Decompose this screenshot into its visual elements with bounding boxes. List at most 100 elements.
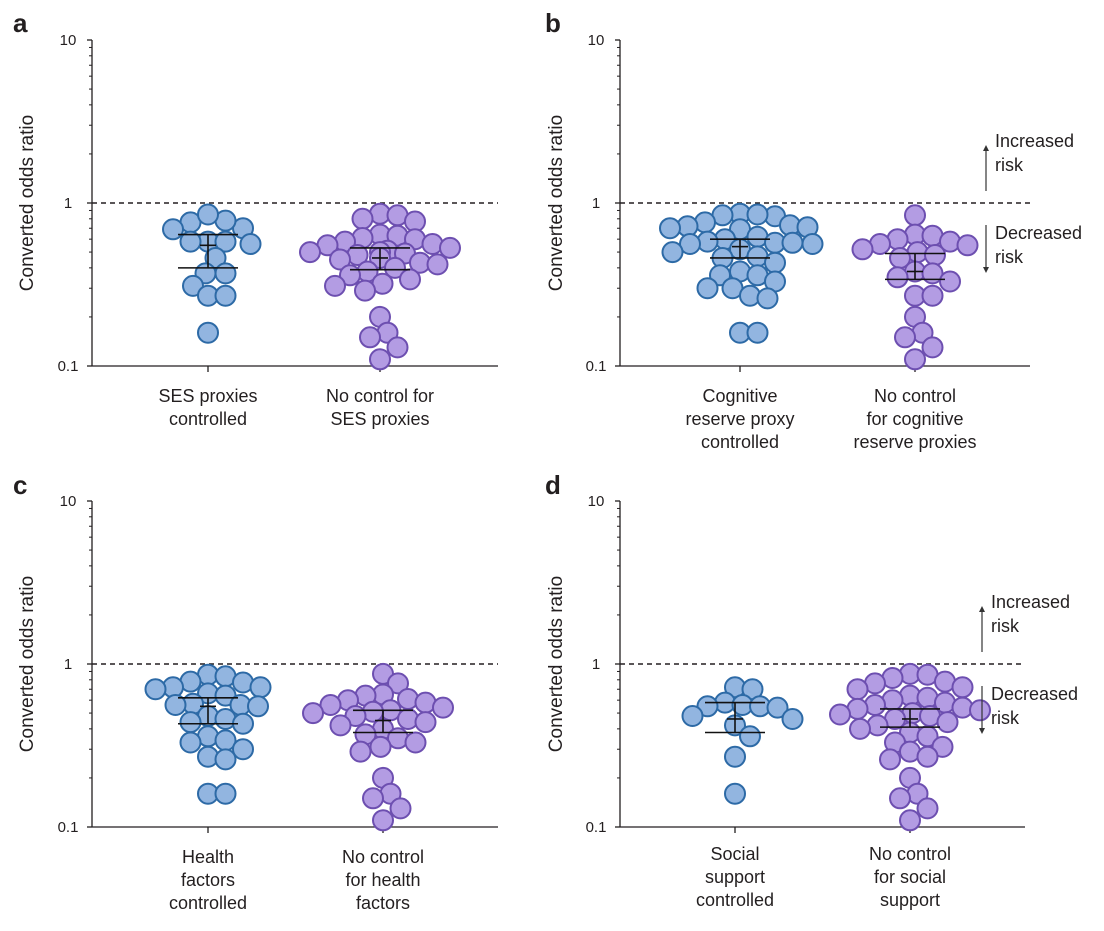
increased-arrow-head	[983, 145, 989, 151]
data-point	[924, 244, 946, 266]
data-point	[302, 702, 324, 725]
data-point	[866, 714, 889, 737]
data-point	[904, 204, 926, 227]
panel-a: a 10 1 0.1 Converted odds ratio SES proxies co…	[13, 8, 498, 429]
y-tick-label: 0.1	[58, 358, 79, 375]
data-point	[439, 236, 461, 259]
data-point	[916, 797, 939, 820]
category-label: Social	[710, 844, 759, 864]
category-label: reserve proxies	[853, 432, 976, 452]
decreased-risk-label: Decreased	[991, 684, 1078, 704]
data-point	[889, 787, 911, 810]
category-label: controlled	[169, 409, 247, 429]
data-point	[359, 326, 381, 349]
category-label: for social	[874, 867, 946, 887]
category-label: reserve proxy	[685, 409, 794, 429]
data-point	[214, 748, 237, 771]
data-point	[846, 678, 869, 701]
data-point	[801, 233, 824, 255]
y-axis-label: Converted odds ratio	[546, 576, 567, 752]
data-point	[369, 735, 392, 758]
data-point	[389, 797, 412, 820]
panel-letter: d	[545, 470, 561, 500]
data-point	[724, 782, 746, 805]
data-point	[829, 703, 851, 726]
panel-letter: c	[13, 470, 27, 500]
data-point	[899, 809, 921, 832]
data-point	[781, 708, 804, 730]
data-point	[214, 262, 237, 285]
data-point	[931, 735, 954, 758]
data-point	[724, 745, 746, 768]
data-point	[319, 694, 342, 716]
data-point	[886, 266, 909, 289]
data-point	[879, 748, 901, 771]
y-tick-label: 1	[592, 195, 600, 212]
data-point	[162, 218, 184, 241]
data-point	[766, 696, 789, 719]
panel-d: d 10 1 0.1 Converted odds ratio Social support…	[545, 470, 1078, 910]
data-point	[397, 688, 419, 710]
data-point	[679, 233, 701, 255]
data-point	[239, 233, 262, 255]
data-point	[386, 336, 409, 359]
data-point	[179, 731, 202, 754]
increased-risk-label: Increased	[991, 592, 1070, 612]
data-point	[329, 714, 352, 737]
y-tick-label: 1	[64, 195, 72, 212]
panel-b: b 10 1 0.1 Converted odds ratio Cognitive rese…	[545, 8, 1082, 452]
data-point	[362, 787, 384, 810]
category-label: controlled	[696, 890, 774, 910]
y-tick-label: 10	[588, 493, 605, 510]
data-point	[851, 238, 874, 261]
data-point	[894, 326, 916, 349]
panel-letter: a	[13, 8, 28, 38]
y-tick-label: 0.1	[58, 819, 79, 836]
data-point	[904, 348, 926, 371]
y-axis-label: Converted odds ratio	[17, 576, 38, 752]
data-point	[387, 672, 409, 695]
category-label: Health	[182, 847, 234, 867]
data-point	[921, 262, 944, 285]
category-label: Cognitive	[702, 386, 777, 406]
data-point	[384, 256, 406, 279]
data-point	[179, 230, 202, 253]
data-point	[354, 279, 376, 302]
data-point	[916, 745, 939, 768]
data-point	[426, 253, 449, 276]
y-tick-label: 1	[592, 656, 600, 673]
category-label: No control	[869, 844, 951, 864]
panel-letter: b	[545, 8, 561, 38]
panel-c: c 10 1 0.1 Converted odds ratio Health factors…	[13, 470, 498, 913]
data-point	[756, 287, 779, 310]
y-tick-label: 0.1	[586, 358, 607, 375]
data-point	[214, 284, 237, 307]
increased-arrow-head	[979, 606, 985, 612]
data-point	[197, 321, 219, 344]
category-label: No control	[874, 386, 956, 406]
increased-risk-label: Increased	[995, 131, 1074, 151]
data-point	[214, 230, 237, 253]
increased-risk-label: risk	[991, 616, 1020, 636]
data-point	[921, 284, 944, 307]
data-point	[164, 694, 187, 716]
category-label: for cognitive	[866, 409, 963, 429]
data-point	[197, 203, 219, 226]
increased-risk-label: risk	[995, 155, 1024, 175]
category-label: support	[705, 867, 765, 887]
decreased-risk-label: risk	[991, 708, 1020, 728]
data-point	[247, 695, 269, 718]
data-point	[936, 711, 959, 734]
y-tick-label: 10	[60, 32, 77, 49]
y-tick-label: 10	[60, 493, 77, 510]
category-label: No control for	[326, 386, 434, 406]
data-point	[329, 248, 351, 271]
decreased-risk-label: Decreased	[995, 223, 1082, 243]
data-point	[144, 678, 167, 701]
category-label: factors	[181, 870, 235, 890]
category-label: controlled	[701, 432, 779, 452]
data-point	[661, 241, 684, 264]
decreased-risk-label: risk	[995, 247, 1024, 267]
